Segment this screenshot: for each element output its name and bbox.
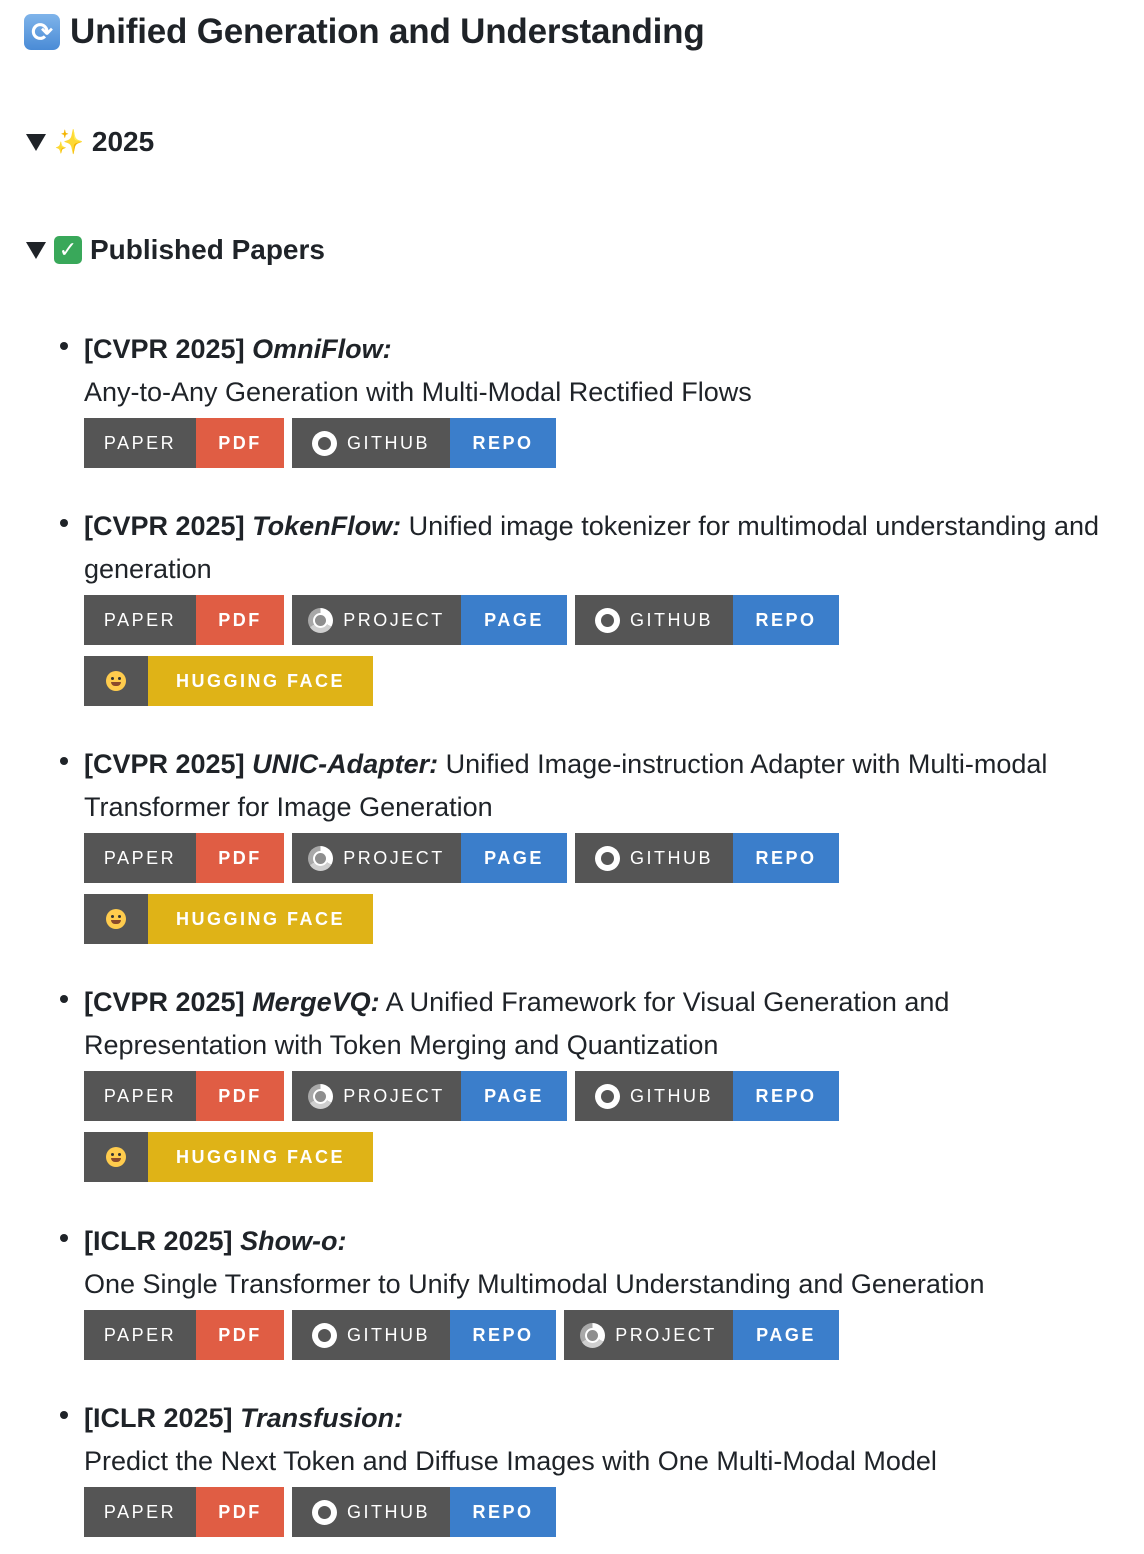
paper-venue: [CVPR 2025] — [84, 987, 245, 1017]
hugging-face-badge[interactable]: HUGGING FACE — [84, 1132, 373, 1182]
paper-text: [ICLR 2025] Show-o: One Single Transform… — [84, 1220, 1124, 1306]
project-page-badge[interactable]: PROJECT PAGE — [292, 833, 567, 883]
badge-row: PAPER PDF GITHUB REPO PROJECT PAGE — [84, 1310, 844, 1360]
list-item: [ICLR 2025] Show-o: One Single Transform… — [60, 1220, 1124, 1360]
chrome-icon — [308, 607, 334, 633]
paper-pdf-badge[interactable]: PAPER PDF — [84, 595, 284, 645]
paper-venue: [CVPR 2025] — [84, 749, 245, 779]
year-2025-toggle[interactable]: ✨ 2025 — [26, 126, 154, 158]
paper-name: OmniFlow: — [252, 334, 392, 364]
badge-row: PAPER PDF PROJECT PAGE GITHUB REPO HUGGI… — [84, 1071, 844, 1182]
published-papers-toggle[interactable]: ✓ Published Papers — [26, 234, 325, 266]
chrome-icon — [308, 845, 334, 871]
paper-name: MergeVQ: — [252, 987, 380, 1017]
paper-venue: [ICLR 2025] — [84, 1226, 233, 1256]
check-mark-icon: ✓ — [54, 236, 82, 264]
page-title: ⟳ Unified Generation and Understanding — [24, 12, 705, 52]
sparkles-icon: ✨ — [54, 128, 84, 156]
hugging-face-icon — [106, 909, 126, 929]
paper-description: A Unified Framework for Visual Generatio… — [84, 987, 950, 1060]
paper-text: [CVPR 2025] MergeVQ: A Unified Framework… — [84, 981, 1124, 1067]
github-icon — [311, 1322, 337, 1348]
paper-description: Any-to-Any Generation with Multi-Modal R… — [84, 377, 752, 407]
paper-name: UNIC-Adapter: — [252, 749, 439, 779]
paper-description: Unified image tokenizer for multimodal u… — [84, 511, 1099, 584]
paper-pdf-badge[interactable]: PAPER PDF — [84, 1071, 284, 1121]
github-icon — [594, 1083, 620, 1109]
paper-description: Predict the Next Token and Diffuse Image… — [84, 1446, 937, 1476]
github-repo-badge[interactable]: GITHUB REPO — [292, 1310, 556, 1360]
paper-pdf-badge[interactable]: PAPER PDF — [84, 418, 284, 468]
paper-name: Transfusion: — [240, 1403, 404, 1433]
badge-row: PAPER PDF GITHUB REPO — [84, 418, 844, 468]
paper-description: One Single Transformer to Unify Multimod… — [84, 1269, 985, 1299]
paper-description: Unified Image-instruction Adapter with M… — [84, 749, 1048, 822]
github-repo-badge[interactable]: GITHUB REPO — [575, 1071, 839, 1121]
refresh-arrows-icon: ⟳ — [24, 14, 60, 50]
project-page-badge[interactable]: PROJECT PAGE — [292, 595, 567, 645]
hugging-face-badge[interactable]: HUGGING FACE — [84, 656, 373, 706]
list-item: [CVPR 2025] MergeVQ: A Unified Framework… — [60, 981, 1124, 1182]
badge-row: PAPER PDF PROJECT PAGE GITHUB REPO HUGGI… — [84, 833, 844, 944]
badge-row: PAPER PDF PROJECT PAGE GITHUB REPO HUGGI… — [84, 595, 844, 706]
github-repo-badge[interactable]: GITHUB REPO — [292, 1487, 556, 1537]
github-icon — [311, 1499, 337, 1525]
project-page-badge[interactable]: PROJECT PAGE — [564, 1310, 839, 1360]
paper-venue: [CVPR 2025] — [84, 511, 245, 541]
paper-venue: [CVPR 2025] — [84, 334, 245, 364]
hugging-face-icon — [106, 671, 126, 691]
github-icon — [594, 607, 620, 633]
github-icon — [594, 845, 620, 871]
github-repo-badge[interactable]: GITHUB REPO — [292, 418, 556, 468]
github-repo-badge[interactable]: GITHUB REPO — [575, 833, 839, 883]
badge-row: PAPER PDF GITHUB REPO — [84, 1487, 844, 1537]
chrome-icon — [580, 1322, 606, 1348]
paper-text: [ICLR 2025] Transfusion: Predict the Nex… — [84, 1397, 1124, 1483]
paper-text: [CVPR 2025] OmniFlow: Any-to-Any Generat… — [84, 328, 1124, 414]
year-label: 2025 — [91, 126, 155, 157]
github-repo-badge[interactable]: GITHUB REPO — [575, 595, 839, 645]
disclosure-triangle-icon — [26, 133, 46, 151]
project-page-badge[interactable]: PROJECT PAGE — [292, 1071, 567, 1121]
paper-pdf-badge[interactable]: PAPER PDF — [84, 833, 284, 883]
paper-text: [CVPR 2025] UNIC-Adapter: Unified Image-… — [84, 743, 1124, 829]
hugging-face-icon — [106, 1147, 126, 1167]
paper-name: Show-o: — [240, 1226, 347, 1256]
hugging-face-badge[interactable]: HUGGING FACE — [84, 894, 373, 944]
github-icon — [311, 430, 337, 456]
paper-name: TokenFlow: — [252, 511, 402, 541]
chrome-icon — [308, 1083, 334, 1109]
paper-text: [CVPR 2025] TokenFlow: Unified image tok… — [84, 505, 1124, 591]
disclosure-triangle-icon — [26, 241, 46, 259]
paper-pdf-badge[interactable]: PAPER PDF — [84, 1310, 284, 1360]
list-item: [ICLR 2025] Transfusion: Predict the Nex… — [60, 1397, 1124, 1537]
paper-venue: [ICLR 2025] — [84, 1403, 233, 1433]
page-title-text: Unified Generation and Understanding — [70, 12, 705, 51]
published-papers-label: Published Papers — [90, 234, 325, 265]
list-item: [CVPR 2025] TokenFlow: Unified image tok… — [60, 505, 1124, 706]
paper-pdf-badge[interactable]: PAPER PDF — [84, 1487, 284, 1537]
list-item: [CVPR 2025] UNIC-Adapter: Unified Image-… — [60, 743, 1124, 944]
list-item: [CVPR 2025] OmniFlow: Any-to-Any Generat… — [60, 328, 1124, 468]
